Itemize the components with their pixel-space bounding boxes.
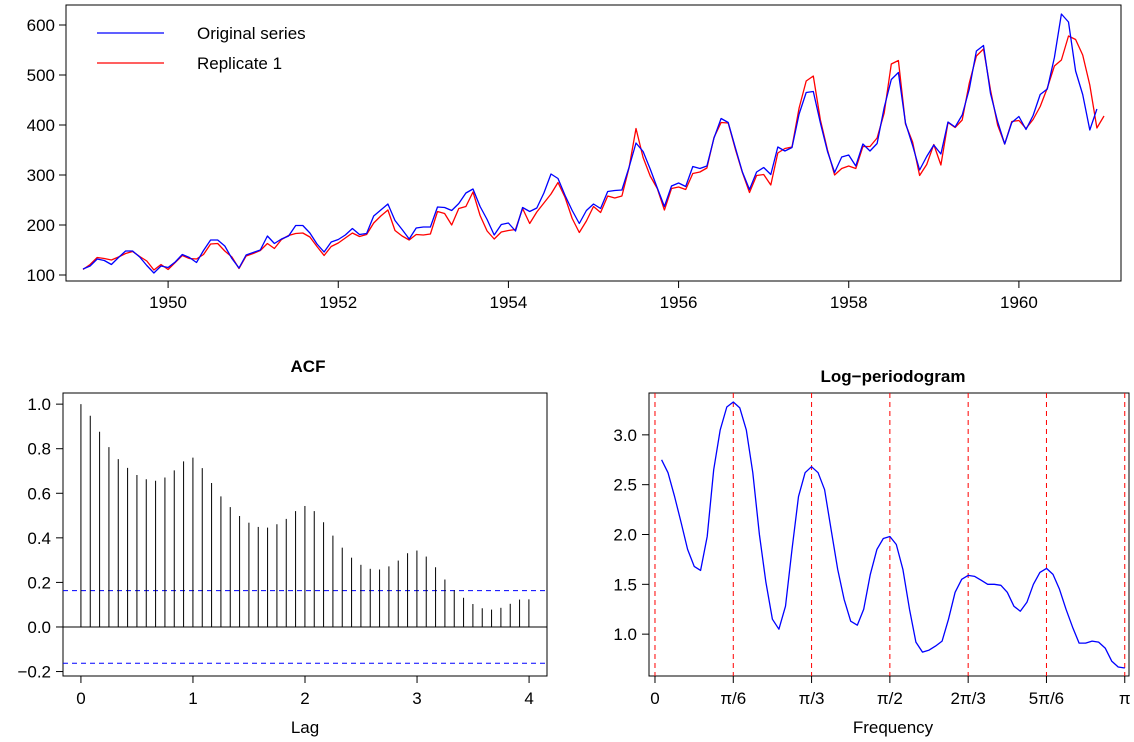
x-tick-label: 2 [300,689,309,708]
acf-panel: ACF −0.2 0.0 0.2 0.4 0.6 0.8 1.0 0 1 2 3 4 Lag [17,357,548,737]
y-tick-label: 2.0 [613,526,637,545]
y-tick-label: 400 [27,116,55,135]
x-tick-label: 1954 [490,293,528,312]
y-tick-label: 1.0 [27,395,51,414]
acf-title: ACF [291,357,326,376]
periodogram-reference-lines [654,393,1126,676]
x-tick-label: π/2 [877,689,903,708]
y-tick-label: 0.8 [27,440,51,459]
periodogram-title: Log−periodogram [821,367,966,386]
x-tick-label: 1960 [1000,293,1038,312]
y-tick-label: 2.5 [613,476,637,495]
timeseries-plot-box [65,4,1122,282]
periodogram-line [661,401,1125,669]
y-tick-label: 1.5 [613,575,637,594]
x-tick-label: 1 [188,689,197,708]
x-tick-label: 3 [412,689,421,708]
timeseries-x-axis: 1950 1952 1954 1956 1958 1960 [149,281,1038,312]
periodogram-x-axis: 0 π/6 π/3 π/2 2π/3 5π/6 π [650,676,1131,708]
periodogram-y-axis: 1.0 1.5 2.0 2.5 3.0 [613,426,649,644]
legend: Original series Replicate 1 [97,24,306,73]
x-tick-label: 1950 [149,293,187,312]
x-tick-label: π/3 [799,689,825,708]
y-tick-label: −0.2 [17,663,51,682]
acf-y-axis: −0.2 0.0 0.2 0.4 0.6 0.8 1.0 [17,395,63,682]
x-tick-label: π/6 [720,689,746,708]
y-tick-label: 0.6 [27,484,51,503]
y-tick-label: 200 [27,216,55,235]
y-tick-label: 0.4 [27,529,51,548]
acf-x-axis: 0 1 2 3 4 [76,676,534,708]
x-tick-label: 0 [650,689,659,708]
x-tick-label: 1952 [319,293,357,312]
periodogram-series [661,401,1125,669]
y-tick-label: 500 [27,66,55,85]
legend-label-replicate: Replicate 1 [197,54,282,73]
x-tick-label: 2π/3 [950,689,985,708]
periodogram-panel: Log−periodogram 1.0 1.5 2.0 2.5 3.0 0 π/6 π/3 π… [613,367,1130,737]
timeseries-series [82,13,1105,274]
legend-label-original: Original series [197,24,306,43]
timeseries-y-axis: 100 200 300 400 500 600 [27,16,66,285]
x-tick-label: 1956 [660,293,698,312]
x-tick-label: 1958 [830,293,868,312]
y-tick-label: 300 [27,166,55,185]
y-tick-label: 3.0 [613,426,637,445]
acf-bars [63,404,547,664]
y-tick-label: 600 [27,16,55,35]
periodogram-plot-box [648,392,1130,677]
x-tick-label: π [1119,689,1131,708]
y-tick-label: 1.0 [613,625,637,644]
x-tick-label: 4 [524,689,533,708]
y-tick-label: 100 [27,266,55,285]
y-tick-label: 0.2 [27,573,51,592]
periodogram-x-axis-title: Frequency [853,718,934,737]
y-tick-label: 0.0 [27,618,51,637]
original-series-line [82,13,1098,274]
x-tick-label: 0 [76,689,85,708]
acf-x-axis-title: Lag [291,718,319,737]
x-tick-label: 5π/6 [1029,689,1064,708]
